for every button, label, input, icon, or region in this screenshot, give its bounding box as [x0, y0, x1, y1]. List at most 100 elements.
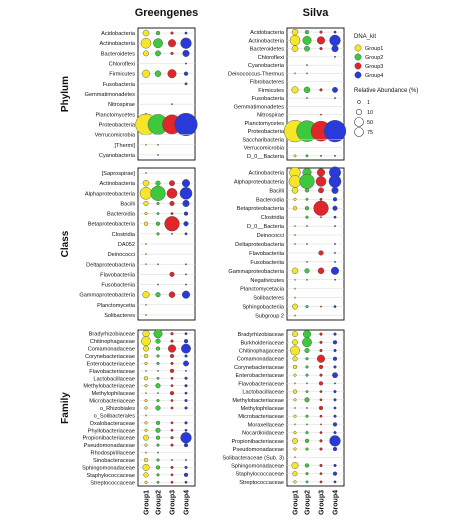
bubble-point [145, 143, 147, 146]
taxon-label: Methylobacteriaceae [232, 398, 284, 404]
bubble-point [292, 437, 298, 444]
bubble-point [156, 201, 160, 206]
bubble-point [293, 431, 297, 435]
taxon-label: Lactobacillaceae [242, 390, 284, 396]
bubble-point [304, 463, 310, 468]
bubble-point [316, 36, 326, 45]
bubble-point [155, 30, 161, 36]
legend-entry: Group3 [365, 64, 383, 70]
bubble-point [155, 420, 161, 425]
bubble-point [302, 35, 312, 45]
taxon-label: Methylophilaceae [240, 406, 284, 412]
bubble-point [305, 390, 309, 393]
taxon-label: Staphylococcaceae [235, 472, 284, 478]
bubble-point [145, 243, 147, 245]
taxon-label: Sphingomonadaceae [231, 463, 284, 469]
taxon-label: Chitinophagaceae [239, 349, 284, 355]
x-tick-label: Group4 [184, 490, 191, 515]
taxon-label: Gammaproteobacteria [228, 269, 285, 275]
legend-entry: Group1 [365, 46, 383, 52]
bubble-point [305, 414, 309, 418]
taxon-label: Acidobacteria [250, 30, 285, 36]
bubble-point [144, 406, 148, 410]
bubble-point [182, 199, 190, 207]
bubble-point [143, 457, 149, 463]
bubble-point [185, 369, 187, 372]
bubble-point [319, 431, 323, 435]
bubble-point [291, 187, 299, 194]
taxon-label: Comamonadaceae [237, 357, 284, 363]
bubble-point [332, 340, 338, 345]
bubble-point [144, 399, 148, 403]
bubble-point [319, 348, 323, 353]
legend-size-swatch [357, 100, 361, 104]
bubble-point [318, 381, 324, 386]
bubble-point [317, 267, 325, 275]
legend-size-label: 10 [367, 110, 373, 116]
bubble-point [334, 154, 336, 157]
taxon-label: Proteobacteria [99, 122, 136, 128]
taxon-label: Chitinophagaceae [90, 339, 135, 345]
bubble-point [292, 471, 298, 477]
bubble-point [183, 339, 189, 344]
bubble-point [304, 206, 310, 211]
bubble-point [170, 406, 174, 410]
legend-swatch [354, 62, 362, 70]
legend-size-title: Relative Abundance (%) [354, 88, 418, 94]
bubble-point [305, 472, 309, 476]
bubble-point [305, 357, 309, 361]
bubble-point [334, 278, 336, 281]
taxon-label: Cyanobacteria [99, 153, 136, 159]
bubble-point [185, 62, 187, 65]
bubble-point [292, 303, 298, 310]
taxon-label: Comamonadaceae [88, 347, 135, 353]
bubble-point [170, 465, 174, 469]
bubble-point [143, 200, 149, 207]
bubble-point [145, 263, 147, 266]
taxon-label: Bacteroidetes [250, 47, 284, 53]
bubble-point [304, 438, 310, 443]
bubble-point [316, 168, 326, 177]
bubble-point [306, 97, 308, 100]
bubble-point [305, 365, 309, 369]
bubble-point [170, 339, 174, 343]
bubble-point [157, 263, 159, 266]
bubble-point [184, 421, 188, 425]
taxon-label: Microbacteriaceae [89, 399, 135, 405]
bubble-point [142, 291, 150, 299]
bubble-point [182, 49, 190, 57]
bubble-point [156, 399, 160, 403]
bubble-point [157, 154, 159, 156]
taxon-label: Methylobacteriaceae [83, 384, 135, 390]
bubble-point [171, 459, 173, 461]
bubble-point [185, 283, 187, 286]
bubble-point [141, 336, 151, 347]
bubble-point [332, 446, 338, 452]
bubble-point [183, 211, 189, 216]
x-tick-label: Group4 [333, 490, 340, 515]
bubble-point [156, 354, 160, 358]
x-tick-label: Group2 [305, 490, 312, 515]
bubble-point [294, 72, 296, 75]
bubble-point [169, 200, 175, 207]
legend-entry: Group2 [365, 55, 383, 61]
legend-swatch [354, 44, 362, 52]
bubble-point [304, 347, 310, 354]
bubble-point [181, 290, 191, 299]
bubble-point [181, 343, 191, 354]
bubble-point [167, 39, 177, 48]
bubble-point [291, 461, 299, 469]
bubble-point [171, 232, 173, 235]
bubble-point [156, 361, 160, 365]
bubble-point [302, 330, 312, 339]
bubble-point [320, 423, 322, 426]
bubble-point [157, 369, 159, 372]
rank-label-family: Family [60, 392, 71, 424]
legend-size-label: 50 [367, 120, 373, 126]
bubble-point [332, 422, 338, 427]
bubble-point [170, 212, 174, 216]
taxon-label: Cyanobacteria [248, 63, 285, 69]
bubble-point [170, 384, 174, 388]
bubble-point [169, 271, 175, 277]
taxon-label: Firmicutes [109, 72, 135, 78]
